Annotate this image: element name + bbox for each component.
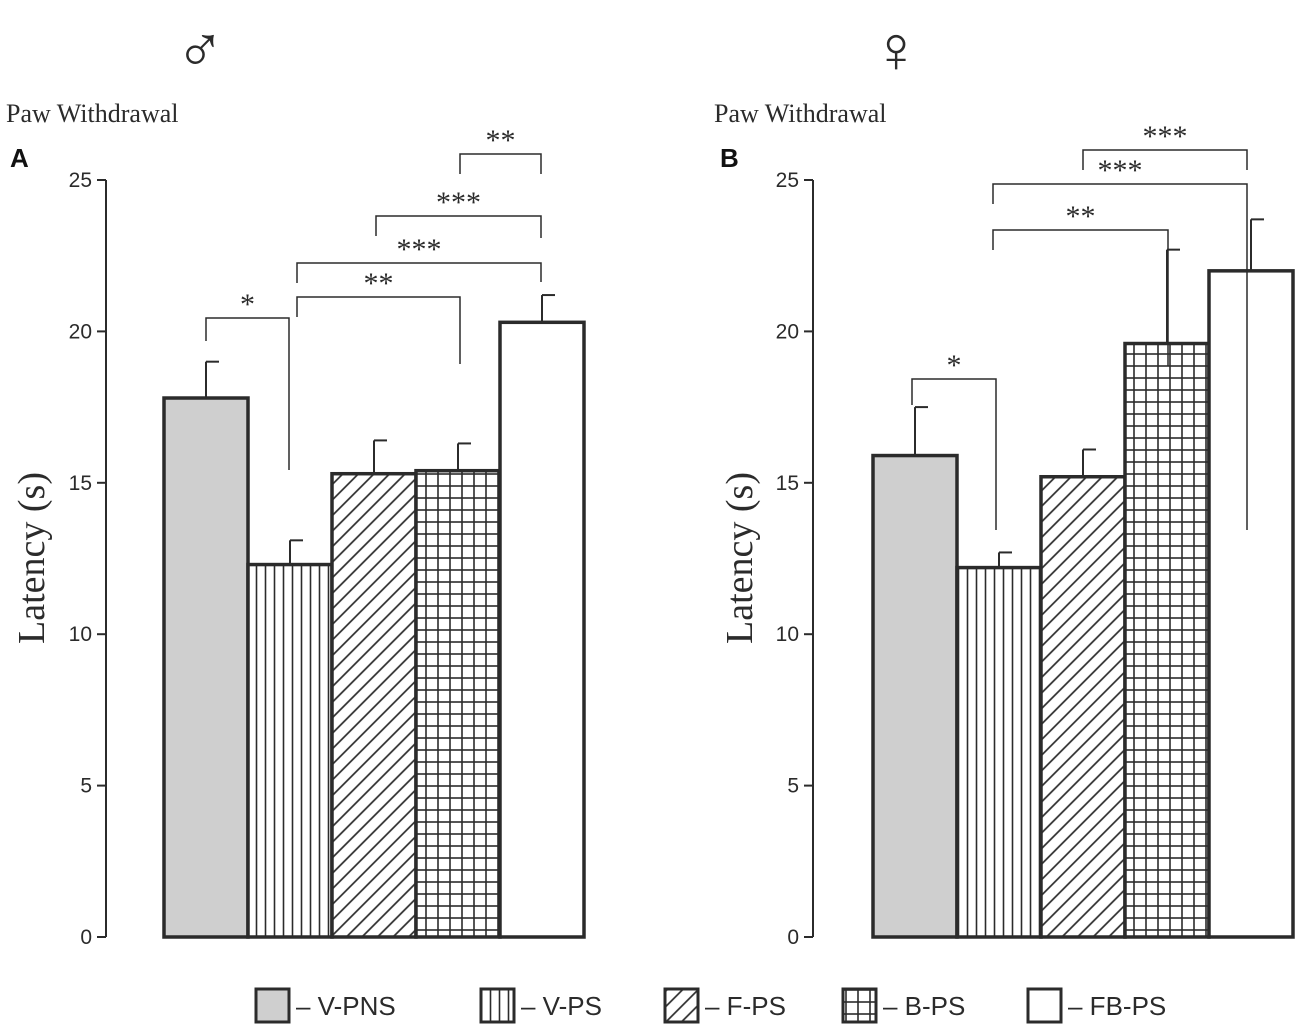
panel-a-bar-fb-ps	[498, 320, 586, 939]
panel-b-bar-fb-ps	[1207, 269, 1295, 939]
panel-a-significance-bracket	[375, 215, 542, 238]
panel-a-significance-label: ***	[436, 186, 481, 219]
panel-b-significance-bracket	[911, 378, 997, 530]
legend-swatch-fps	[663, 987, 700, 1024]
legend-swatch-bps	[841, 987, 878, 1024]
panel-b-y-tick-label: 15	[776, 472, 799, 495]
panel-a-significance-label: ***	[397, 233, 442, 266]
panel-b-significance-label: ***	[1143, 120, 1188, 153]
panel-b-label: B	[720, 143, 739, 173]
panel-b-subtitle: Paw Withdrawal	[714, 99, 887, 128]
panel-b-significance-bracket	[992, 229, 1169, 366]
panel-b-y-tick-label: 20	[776, 320, 799, 343]
legend-label: – V-PS	[521, 991, 602, 1021]
panel-a-bar-f-ps	[330, 471, 418, 939]
panel-a-y-tick-label: 5	[80, 775, 92, 798]
legend-label: – F-PS	[705, 991, 786, 1021]
legend: – V-PNS – V-PS – F-PS – B-PS – FB-PS	[254, 987, 1166, 1024]
panel-a-y-tick-label: 20	[69, 320, 92, 343]
panel-b-y-axis-label: Latency (s)	[719, 472, 761, 644]
panel-a-subtitle: Paw Withdrawal	[6, 99, 179, 128]
panel-a-y-tick-label: 25	[69, 169, 92, 192]
panel-b-y-tick-label: 0	[787, 926, 799, 949]
panel-b-significance-label: ***	[1098, 154, 1143, 187]
panel-a-significance-bracket	[296, 296, 461, 364]
panel-b-bar-b-ps	[1123, 341, 1211, 939]
panel-a-sex-symbol: ♂	[175, 14, 225, 87]
panel-b-y-tick-label: 5	[787, 775, 799, 798]
panel-a-significance-bracket	[296, 262, 542, 283]
legend-swatch-vpns	[254, 987, 291, 1024]
legend-label: – B-PS	[883, 991, 965, 1021]
panel-a-y-tick-label: 15	[69, 472, 92, 495]
panel-a-y-tick-label: 10	[69, 623, 92, 646]
panel-a-bar-v-ps	[246, 562, 334, 939]
panel-a-significance-label: *	[240, 288, 255, 321]
legend-label: – V-PNS	[296, 991, 396, 1021]
legend-swatch-fbps	[1026, 987, 1063, 1024]
panel-b-bar-f-ps	[1039, 474, 1127, 939]
panel-a-y-tick-label: 0	[80, 926, 92, 949]
legend-swatch-vps	[479, 987, 516, 1024]
panel-a: ♂ Paw Withdrawal A Latency (s) 0 5 10 15 20 2…	[6, 14, 586, 949]
panel-a-significance-bracket	[459, 153, 542, 174]
panel-a-significance-label: **	[364, 267, 394, 300]
panel-a-label: A	[10, 143, 29, 173]
panel-b-bar-v-pns	[871, 453, 959, 939]
panel-b-significance-label: **	[1066, 200, 1096, 233]
panel-b-y-tick-label: 10	[776, 623, 799, 646]
panel-a-significance-label: **	[486, 124, 516, 157]
panel-a-bar-b-ps	[414, 468, 502, 939]
panel-b: ♀ Paw Withdrawal B Latency (s) 0 5 10 15 20 2…	[714, 14, 1295, 949]
panel-b-significance-label: *	[947, 349, 962, 382]
panel-b-y-tick-label: 25	[776, 169, 799, 192]
legend-label: – FB-PS	[1068, 991, 1166, 1021]
panel-b-bar-v-ps	[955, 565, 1043, 939]
panel-a-bar-v-pns	[162, 396, 250, 939]
panel-a-significance-bracket	[205, 317, 290, 470]
panel-b-significance-bracket	[992, 183, 1248, 530]
panel-a-y-axis-label: Latency (s)	[11, 472, 53, 644]
panel-b-sex-symbol: ♀	[871, 14, 921, 87]
panel-b-significance-bracket	[1082, 149, 1248, 170]
